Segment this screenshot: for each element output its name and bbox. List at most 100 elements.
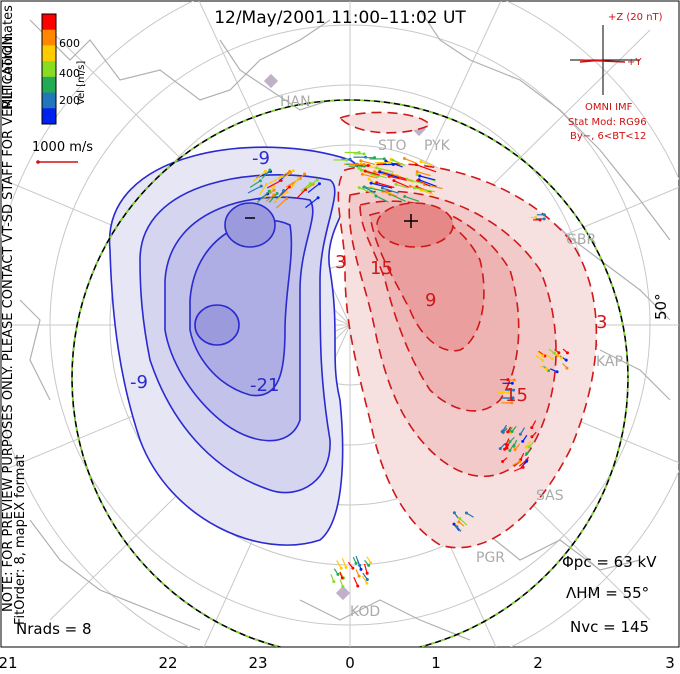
vector-origin <box>534 216 538 220</box>
vector-origin <box>505 446 509 450</box>
vector-origin <box>541 358 545 362</box>
vector-origin <box>359 567 363 571</box>
vector-origin <box>508 449 512 453</box>
velocity-vector <box>379 170 401 178</box>
vector-origin <box>378 170 382 174</box>
mlt-tick-21: 21 <box>0 654 18 672</box>
vector-origin <box>359 159 363 163</box>
vector-origin <box>538 218 542 222</box>
mlt-tick-22: 22 <box>158 654 178 672</box>
vector-origin <box>272 188 276 192</box>
colorbar-segment <box>42 29 56 46</box>
vector-origin <box>508 440 512 444</box>
vector-origin <box>332 580 336 584</box>
vector-origin <box>340 576 344 580</box>
vector-origin <box>452 522 456 526</box>
vector-origin <box>279 179 283 183</box>
velocity-vector <box>252 170 266 182</box>
velocity-vector <box>414 187 436 193</box>
imf-y-label: +Y <box>627 57 642 68</box>
contour-label-pos-1: 3 <box>335 252 347 273</box>
vector-origin <box>530 426 534 430</box>
vector-origin <box>316 196 320 200</box>
vector-origin <box>513 448 517 452</box>
vector-origin <box>357 166 361 170</box>
vector-origin <box>415 170 419 174</box>
vector-origin <box>524 445 528 449</box>
vector-origin <box>530 435 534 439</box>
negative-cell <box>108 146 360 546</box>
vector-origin <box>541 354 545 358</box>
velocity-colorbar <box>41 13 57 125</box>
vector-origin <box>419 160 423 164</box>
vector-origin <box>291 169 295 173</box>
vector-origin <box>510 430 514 434</box>
vector-origin <box>375 181 379 185</box>
velocity-vector <box>283 170 294 179</box>
coastlines <box>19 9 671 641</box>
colorbar-segment <box>42 92 56 109</box>
vector-origin <box>360 172 364 176</box>
vector-origin <box>375 166 379 170</box>
colorbar-border <box>41 13 57 125</box>
vector-origin <box>403 194 407 198</box>
contour-label-pos-5: 3 <box>596 312 608 333</box>
station-sto: STO <box>378 138 407 154</box>
vector-origin <box>279 175 283 179</box>
colorbar-tick-200: 200 <box>59 94 80 107</box>
vector-origin <box>365 581 369 585</box>
vector-origin <box>362 185 366 189</box>
vector-origin <box>344 565 348 569</box>
vector-origin <box>341 585 345 589</box>
velocity-vector <box>392 159 406 166</box>
velocity-vector <box>376 167 394 173</box>
vector-origin <box>356 584 360 588</box>
mlt-tick-1: 1 <box>431 654 441 672</box>
vector-origin <box>545 367 549 371</box>
velocity-vector <box>388 175 407 181</box>
contour-label-pos-3: 9 <box>425 290 437 311</box>
vector-origin <box>512 378 516 382</box>
contour-label-pos-4: 15 <box>505 385 528 406</box>
imf-source: OMNI IMF <box>585 102 633 113</box>
vector-origin <box>542 213 546 217</box>
vector-origin <box>358 563 362 567</box>
vector-origin <box>367 563 371 567</box>
preview-note: NOTE: FOR PREVIEW PURPOSES ONLY. PLEASE … <box>1 31 16 612</box>
vector-origin <box>366 163 370 167</box>
vector-origin <box>414 163 418 167</box>
vector-origin <box>357 574 361 578</box>
colorbar-segment <box>42 108 56 125</box>
velocity-vector <box>353 576 359 587</box>
vector-origin <box>285 190 289 194</box>
velocity-vector <box>404 157 417 164</box>
velocity-vector <box>370 182 393 189</box>
velocity-vector <box>363 563 368 574</box>
vector-origin <box>391 162 395 166</box>
vector-origin <box>510 401 514 405</box>
vector-origin <box>452 511 456 515</box>
vector-origin <box>285 197 289 201</box>
coord-label: MLT coordinates <box>1 5 16 110</box>
vector-origin <box>521 439 525 443</box>
velocity-vector <box>418 179 437 187</box>
vector-origin <box>388 161 392 165</box>
stat-n-rads: Nrads = 8 <box>16 620 92 638</box>
velocity-vector <box>419 175 436 181</box>
mlt-tick-2: 2 <box>533 654 543 672</box>
vector-origin <box>265 182 269 186</box>
vector-origin <box>518 460 522 464</box>
vector-origin <box>501 430 505 434</box>
vector-origin <box>527 445 531 449</box>
vector-origin <box>362 162 366 166</box>
vector-origin <box>415 173 419 177</box>
vector-origin <box>498 447 502 451</box>
velocity-vector <box>265 194 275 202</box>
velocity-vector <box>365 170 380 176</box>
velocity-vector <box>296 189 306 199</box>
velocity-vector <box>395 183 409 189</box>
station-gbr: GBR <box>566 232 597 248</box>
vector-origin <box>303 172 307 176</box>
contour-label-pos-2: 15 <box>370 258 393 279</box>
